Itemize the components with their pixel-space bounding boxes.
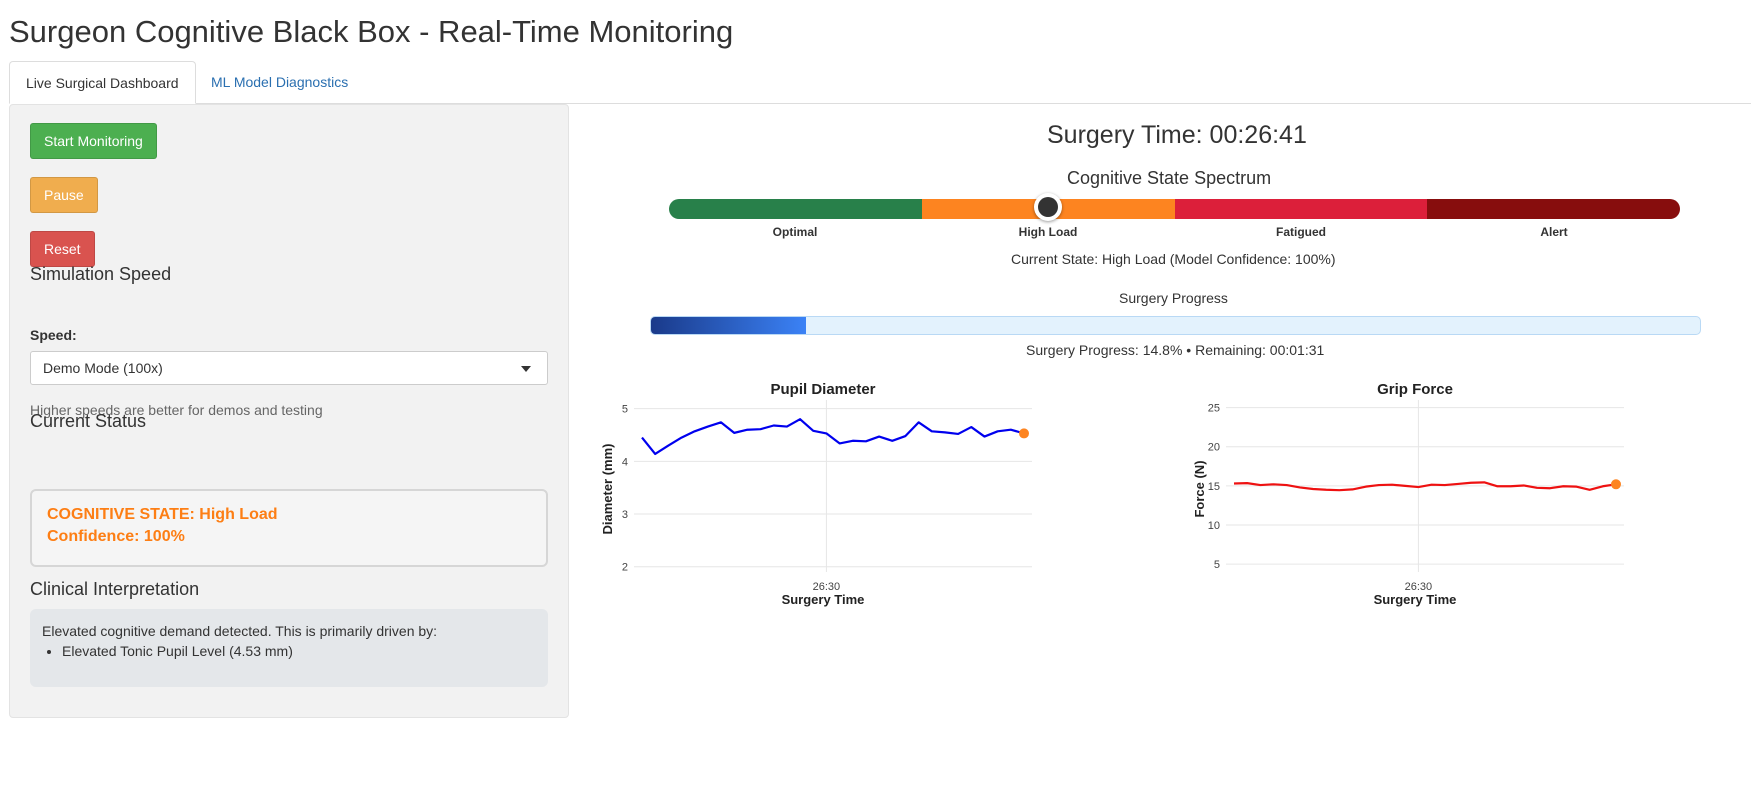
x-tick-label: 26:30	[1405, 581, 1433, 593]
current-state-marker	[1034, 193, 1063, 221]
spectrum-segment-fatigued	[1174, 199, 1428, 219]
interpretation-list: Elevated Tonic Pupil Level (4.53 mm)	[30, 643, 293, 659]
y-tick-label: 3	[622, 509, 628, 521]
current-status-heading: Current Status	[30, 411, 147, 431]
spectrum-label-alert: Alert	[1540, 225, 1568, 239]
spectrum-label-high-load: High Load	[1018, 225, 1078, 239]
interpretation-box: Elevated cognitive demand detected. This…	[30, 609, 548, 687]
tab-ml-model-diagnostics[interactable]: ML Model Diagnostics	[211, 74, 349, 90]
x-axis-label: Surgery Time	[1374, 592, 1457, 607]
page-title: Surgeon Cognitive Black Box - Real-Time …	[9, 14, 734, 49]
start-monitoring-button[interactable]: Start Monitoring	[30, 123, 157, 159]
cognitive-state-spectrum	[669, 199, 1680, 219]
surgery-progress-title: Surgery Progress	[1119, 290, 1228, 306]
current-state-text: Current State: High Load (Model Confiden…	[1011, 251, 1336, 267]
y-axis-label: Diameter (mm)	[600, 443, 615, 534]
y-tick-label: 5	[1214, 559, 1220, 571]
chart-title: Grip Force	[1377, 381, 1453, 398]
y-tick-label: 4	[622, 456, 628, 468]
interpretation-text: Elevated cognitive demand detected. This…	[42, 623, 438, 639]
surgery-progress-text: Surgery Progress: 14.8% • Remaining: 00:…	[1026, 342, 1325, 358]
chart-title: Pupil Diameter	[770, 381, 875, 398]
spectrum-segment-optimal	[669, 199, 922, 219]
y-tick-label: 20	[1208, 442, 1220, 454]
sidebar-panel: Start Monitoring Pause Reset Simulation …	[9, 104, 569, 718]
chevron-down-icon	[521, 366, 531, 372]
spectrum-label-optimal: Optimal	[772, 225, 818, 239]
surgery-progress-fill	[651, 317, 807, 334]
surgery-time: Surgery Time: 00:26:41	[1047, 121, 1307, 149]
y-tick-label: 2	[622, 562, 628, 574]
tab-bar: Live Surgical Dashboard ML Model Diagnos…	[9, 61, 1751, 104]
x-tick-label: 26:30	[813, 581, 841, 593]
y-tick-label: 15	[1208, 481, 1220, 493]
latest-point	[1611, 479, 1621, 490]
tab-live-surgical-dashboard[interactable]: Live Surgical Dashboard	[9, 61, 196, 104]
x-axis-label: Surgery Time	[782, 592, 865, 607]
spectrum-title: Cognitive State Spectrum	[1067, 168, 1272, 188]
series-line	[1233, 481, 1617, 492]
status-box: COGNITIVE STATE: High Load Confidence: 1…	[30, 489, 548, 567]
spectrum-segment-alert	[1427, 199, 1680, 219]
speed-select-value: Demo Mode (100x)	[43, 360, 163, 376]
reset-button[interactable]: Reset	[30, 231, 95, 267]
y-axis-label: Force (N)	[1192, 460, 1207, 517]
speed-label: Speed:	[30, 327, 77, 343]
speed-select[interactable]: Demo Mode (100x)	[30, 351, 548, 385]
grip-force-chart: Grip Force 5 10 15 20 25 26:30 Surgery Time Forc…	[1190, 376, 1640, 616]
speed-help-text: Higher speeds are better for demos and t…	[30, 402, 323, 418]
series-line	[641, 418, 1025, 456]
simulation-speed-heading: Simulation Speed	[30, 264, 172, 284]
cognitive-state-text: COGNITIVE STATE: High Load	[47, 506, 278, 523]
y-tick-label: 10	[1208, 520, 1220, 532]
y-tick-label: 5	[622, 404, 628, 416]
list-item: Elevated Tonic Pupil Level (4.53 mm)	[62, 643, 293, 659]
pause-button[interactable]: Pause	[30, 177, 98, 213]
latest-point	[1019, 428, 1029, 439]
surgery-progress-bar	[650, 316, 1701, 335]
spectrum-label-fatigued: Fatigued	[1276, 225, 1326, 239]
clinical-interpretation-heading: Clinical Interpretation	[30, 579, 200, 599]
pupil-diameter-chart: Pupil Diameter 2 3 4 5 26:30 Surgery Time Diame…	[598, 376, 1048, 616]
confidence-text: Confidence: 100%	[47, 528, 185, 545]
y-tick-label: 25	[1208, 403, 1220, 415]
